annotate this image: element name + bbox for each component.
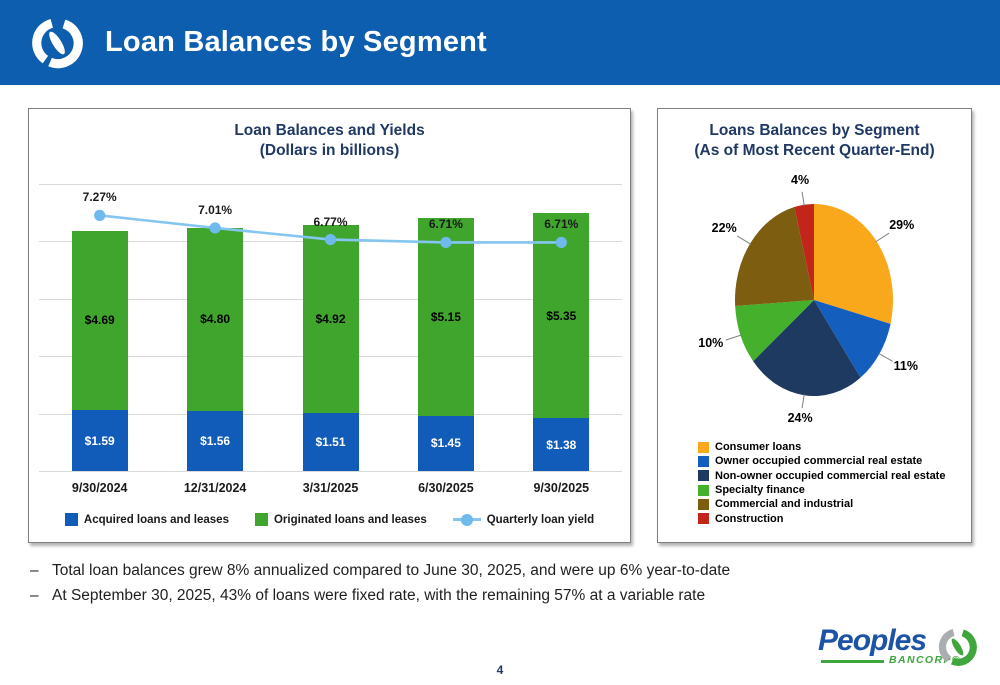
legend-item: Acquired loans and leases — [64, 513, 229, 526]
x-axis-label: 12/31/2024 — [183, 481, 247, 495]
legend-label: Non-owner occupied commercial real estat… — [715, 469, 946, 482]
header-bar: Loan Balances by Segment — [0, 0, 1000, 85]
legend-label: Originated loans and leases — [273, 513, 427, 526]
x-axis-label: 9/30/2024 — [71, 481, 128, 495]
pie-chart-panel: Loans Balances by Segment (As of Most Re… — [657, 108, 972, 543]
bar-chart-title: Loan Balances and Yields — [234, 122, 425, 139]
bar-value-label: $4.80 — [200, 312, 231, 327]
bar-segment-acquired: $1.38 — [533, 418, 590, 471]
bar-segment-acquired: $1.51 — [302, 413, 359, 471]
pie-label: 24% — [787, 411, 813, 426]
pie-label: 10% — [698, 336, 724, 351]
gridline — [39, 184, 622, 185]
legend-label: Construction — [715, 512, 784, 525]
legend-label: Consumer loans — [715, 441, 802, 454]
legend-label: Acquired loans and leases — [83, 513, 229, 526]
legend-item: Quarterly loan yield — [452, 513, 595, 526]
pie-slice — [794, 204, 814, 300]
legend-swatch — [698, 513, 709, 525]
pie-chart-subtitle: (As of Most Recent Quarter-End) — [694, 142, 935, 159]
legend-label: Commercial and industrial — [715, 498, 854, 511]
legend-item: Non-owner occupied commercial real estat… — [698, 469, 945, 483]
peoples-swirl-icon — [938, 628, 977, 666]
legend-swatch — [254, 513, 268, 526]
legend-item: Specialty finance — [698, 483, 945, 497]
yield-label: 7.27% — [82, 190, 117, 205]
peoples-swirl-icon — [32, 18, 83, 69]
bar-value-label: $5.15 — [430, 309, 461, 324]
pie-label: 29% — [889, 218, 915, 233]
bullet-text: At September 30, 2025, 43% of loans were… — [52, 587, 706, 604]
legend-swatch — [698, 455, 709, 467]
bullet-dash: – — [30, 562, 39, 579]
bar-chart-panel: Loan Balances and Yields (Dollars in bil… — [28, 108, 631, 543]
legend-item: Construction — [698, 511, 945, 525]
bar-segment-acquired: $1.45 — [417, 415, 474, 471]
x-axis-label: 9/30/2025 — [533, 481, 590, 495]
bar-value-label: $1.45 — [430, 436, 461, 451]
bar-segment-originated: $4.92 — [302, 224, 359, 414]
legend-swatch — [64, 513, 78, 526]
yield-label: 6.71% — [428, 217, 463, 232]
pie-label: 22% — [711, 221, 737, 236]
gridline — [39, 471, 622, 472]
pie-legend: Consumer loans Owner occupied commercial … — [698, 440, 945, 526]
legend-label: Quarterly loan yield — [486, 513, 595, 526]
legend-item: Originated loans and leases — [254, 513, 427, 526]
bar-segment-acquired: $1.59 — [71, 410, 128, 471]
bar-segment-originated: $4.80 — [187, 227, 244, 412]
page-number: 4 — [496, 663, 504, 677]
bar-value-label: $1.59 — [84, 433, 115, 448]
peoples-bancorp-logo: Peoples BANCORP® — [818, 624, 980, 674]
pie-leader-line — [801, 191, 805, 206]
bullet-text: Total loan balances grew 8% annualized c… — [52, 562, 731, 579]
bullet-item: – Total loan balances grew 8% annualized… — [30, 562, 730, 580]
bar-segment-originated: $4.69 — [71, 230, 128, 411]
legend-swatch — [698, 470, 709, 482]
legend-item: Commercial and industrial — [698, 497, 945, 511]
bar-value-label: $4.92 — [315, 312, 346, 327]
bar-chart-legend: Acquired loans and leases Originated loan… — [29, 513, 630, 526]
yield-label: 6.71% — [544, 217, 579, 232]
pie-label: 11% — [893, 359, 918, 374]
pie-leader-line — [736, 235, 751, 245]
bar-value-label: $1.56 — [200, 434, 231, 449]
pie-chart-title: Loans Balances by Segment — [709, 122, 920, 139]
bullet-item: – At September 30, 2025, 43% of loans we… — [30, 587, 730, 605]
bullet-list: – Total loan balances grew 8% annualized… — [30, 562, 730, 612]
logo-underline — [821, 660, 884, 663]
legend-line-marker-icon — [452, 513, 481, 526]
yield-label: 7.01% — [198, 202, 233, 217]
legend-swatch — [698, 441, 709, 453]
pie-slice — [735, 300, 814, 362]
legend-item: Consumer loans — [698, 440, 945, 454]
legend-item: Owner occupied commercial real estate — [698, 454, 945, 468]
bar-value-label: $1.38 — [546, 437, 577, 452]
yield-marker — [94, 209, 106, 222]
bar-segment-acquired: $1.56 — [187, 411, 244, 471]
bullet-dash: – — [30, 587, 39, 604]
x-axis-label: 6/30/2025 — [418, 481, 474, 495]
x-axis-label: 3/31/2025 — [302, 481, 359, 495]
legend-label: Owner occupied commercial real estate — [715, 455, 923, 468]
yield-label: 6.77% — [313, 214, 348, 229]
legend-swatch — [698, 484, 709, 496]
pie-leader-line — [875, 232, 890, 243]
pie-label: 4% — [791, 172, 810, 187]
legend-swatch — [698, 498, 709, 510]
peoples-wordmark: Peoples — [818, 624, 927, 657]
bar-value-label: $1.51 — [315, 435, 346, 450]
bar-value-label: $4.69 — [84, 313, 115, 328]
legend-label: Specialty finance — [715, 484, 805, 497]
page-title: Loan Balances by Segment — [105, 26, 487, 58]
pie-slice — [753, 300, 861, 397]
pie-leader-line — [801, 394, 805, 409]
bar-segment-originated: $5.15 — [417, 218, 474, 416]
bar-value-label: $5.35 — [546, 308, 577, 323]
bar-segment-originated: $5.35 — [533, 213, 590, 419]
bar-chart-subtitle: (Dollars in billions) — [259, 142, 400, 159]
